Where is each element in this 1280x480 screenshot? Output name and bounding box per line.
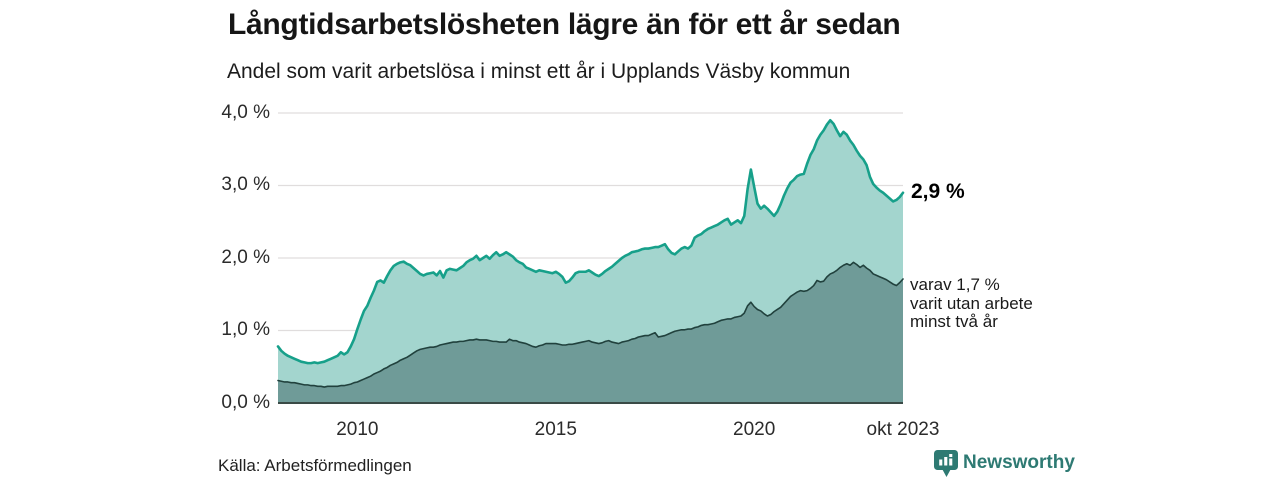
series1-end-value-label: 2,9 % bbox=[911, 180, 965, 203]
x-tick-label: okt 2023 bbox=[866, 419, 940, 440]
y-tick-label: 2,0 % bbox=[221, 246, 270, 268]
note-line-3: minst två år bbox=[910, 312, 998, 331]
page-subtitle: Andel som varit arbetslösa i minst ett å… bbox=[227, 60, 851, 83]
source-credit: Källa: Arbetsförmedlingen bbox=[218, 456, 412, 475]
y-tick-label: 1,0 % bbox=[221, 319, 270, 341]
note-line-1: varav 1,7 % bbox=[910, 275, 1000, 294]
newsworthy-logo-icon bbox=[934, 450, 958, 477]
x-tick-label: 2010 bbox=[336, 419, 379, 440]
page-title: Långtidsarbetslösheten lägre än för ett … bbox=[228, 8, 901, 41]
y-tick-label: 3,0 % bbox=[221, 174, 270, 196]
series2-end-note: varav 1,7 % varit utan arbete minst två … bbox=[910, 275, 1033, 332]
note-line-2: varit utan arbete bbox=[910, 293, 1033, 313]
x-tick-label: 2020 bbox=[733, 419, 776, 440]
y-tick-label: 0,0 % bbox=[221, 392, 270, 413]
newsworthy-wordmark: Newsworthy bbox=[963, 452, 1075, 473]
area-chart bbox=[276, 112, 905, 404]
y-tick-label: 4,0 % bbox=[221, 101, 270, 123]
x-tick-label: 2015 bbox=[534, 419, 577, 440]
